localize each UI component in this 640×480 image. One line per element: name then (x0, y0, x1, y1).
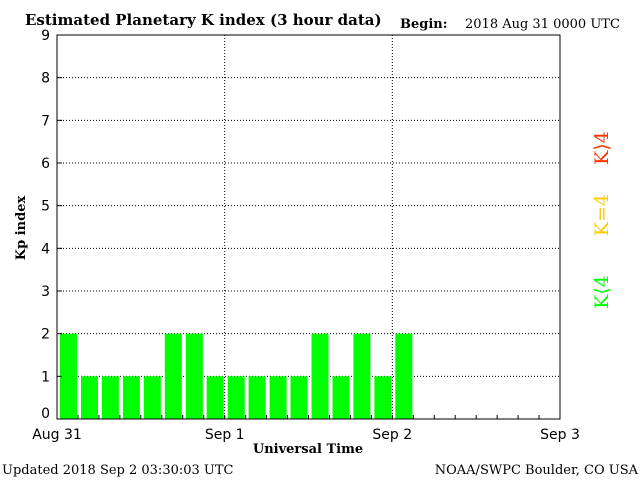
y-tick-label: 2 (41, 327, 50, 343)
bars-group (60, 333, 413, 419)
updated-text: Updated 2018 Sep 2 03:30:03 UTC (2, 463, 234, 478)
kp-bar (374, 376, 392, 419)
y-tick-label: 5 (41, 199, 50, 215)
kp-bar (290, 376, 308, 419)
kp-bar (143, 376, 161, 419)
kp-bar (311, 333, 329, 419)
y-tick-label: 8 (41, 71, 50, 87)
kp-bar (81, 376, 98, 419)
y-tick-label: 4 (41, 241, 50, 257)
kp-bar (101, 376, 119, 419)
source-text: NOAA/SWPC Boulder, CO USA (435, 463, 639, 478)
kp-bar (206, 376, 224, 419)
kp-bar (122, 376, 140, 419)
chart-title: Estimated Planetary K index (3 hour data… (25, 11, 382, 29)
kp-bar (60, 333, 77, 419)
begin-label: Begin: (400, 17, 448, 32)
y-axis-label: Kp index (14, 196, 29, 261)
begin-value: 2018 Aug 31 0000 UTC (465, 17, 620, 32)
y-tick-label: 6 (41, 156, 50, 172)
kp-bar (269, 376, 287, 419)
y-tick-label: 0 (41, 406, 50, 422)
y-tick-label: 7 (41, 113, 50, 129)
grid-lines (57, 35, 560, 419)
x-tick-label: Sep 2 (372, 427, 412, 443)
x-tick-label: Aug 31 (32, 427, 82, 443)
x-tick-label: Sep 3 (540, 427, 580, 443)
kp-bar (395, 333, 413, 419)
kp-bar (185, 333, 203, 419)
legend-low: K⟨4 (591, 275, 613, 309)
legend-mid: K=4 (591, 194, 613, 236)
legend-high: K⟩4 (591, 131, 613, 165)
plot-frame (56, 34, 561, 420)
kp-bar (332, 376, 350, 419)
y-tick-label: 9 (41, 28, 50, 44)
kp-bar (353, 333, 371, 419)
kp-bar (227, 376, 245, 419)
x-tick-label: Sep 1 (205, 427, 245, 443)
x-axis-label: Universal Time (253, 442, 363, 457)
x-ticks: Aug 31 Sep 1 Sep 2 Sep 3 (32, 415, 580, 443)
kp-bar (164, 333, 182, 419)
y-tick-label: 1 (41, 369, 50, 385)
y-tick-label: 3 (41, 284, 50, 300)
kp-bar (248, 376, 266, 419)
y-ticks: 0 1 2 3 4 5 6 7 8 9 (41, 28, 62, 422)
